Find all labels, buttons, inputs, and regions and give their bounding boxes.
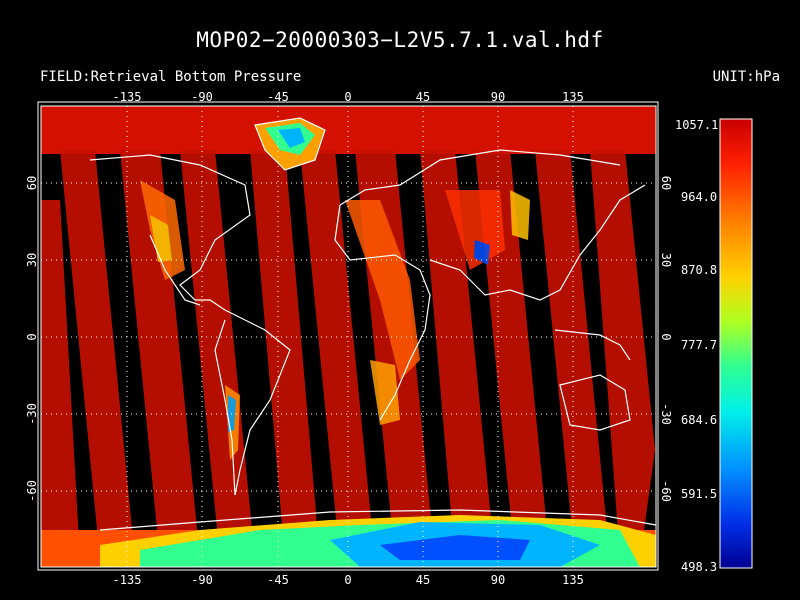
lat-tick-label: -60 (659, 480, 673, 502)
lon-tick-label: 0 (344, 90, 351, 104)
colorbar-tick-label: 1057.1 (675, 118, 718, 132)
lon-tick-label: 90 (491, 573, 505, 587)
lon-tick-label: -90 (191, 90, 213, 104)
map-frame-inner (40, 105, 657, 568)
lat-tick-label: 30 (25, 253, 39, 267)
colorbar-tick-label: 870.8 (681, 263, 717, 277)
colorbar-tick-label: 591.5 (681, 487, 717, 501)
plot-title: MOP02−20000303−L2V5.7.1.val.hdf (196, 28, 604, 52)
lat-tick-label: 0 (25, 333, 39, 340)
map-frame-outer (37, 101, 659, 571)
lat-ticks-left: 60 30 0 -30 -60 (25, 176, 39, 502)
lon-tick-label: -90 (191, 573, 213, 587)
field-label: FIELD:Retrieval Bottom Pressure (40, 69, 302, 85)
lon-tick-label: -45 (267, 90, 289, 104)
lon-tick-label: 45 (416, 90, 430, 104)
lat-tick-label: -30 (25, 403, 39, 425)
lat-tick-label: 60 (25, 176, 39, 190)
lat-tick-label: 30 (659, 253, 673, 267)
lat-tick-label: 60 (659, 176, 673, 190)
lon-ticks-top: -135 -90 -45 0 45 90 135 (113, 90, 584, 104)
lat-tick-label: 0 (659, 333, 673, 340)
colorbar-tick-label: 964.0 (681, 190, 717, 204)
lat-tick-label: -60 (25, 480, 39, 502)
unit-label: UNIT:hPa (712, 69, 780, 85)
lon-tick-label: 135 (562, 90, 584, 104)
lon-tick-label: 0 (344, 573, 351, 587)
lon-ticks-bottom: -135 -90 -45 0 45 90 135 (113, 573, 584, 587)
lon-tick-label: -135 (113, 90, 142, 104)
lon-tick-label: 90 (491, 90, 505, 104)
lon-tick-label: -135 (113, 573, 142, 587)
colorbar-ticks: 1057.1 964.0 870.8 777.7 684.6 591.5 498… (675, 118, 718, 574)
colorbar (719, 118, 753, 569)
colorbar-tick-label: 777.7 (681, 338, 717, 352)
lon-tick-label: -45 (267, 573, 289, 587)
lat-ticks-right: 60 30 0 -30 -60 (659, 176, 673, 502)
lat-tick-label: -30 (659, 403, 673, 425)
lon-tick-label: 45 (416, 573, 430, 587)
colorbar-tick-label: 498.3 (681, 560, 717, 574)
colorbar-tick-label: 684.6 (681, 413, 717, 427)
coastlines (89, 117, 656, 531)
gridlines (41, 106, 656, 567)
lon-tick-label: 135 (562, 573, 584, 587)
